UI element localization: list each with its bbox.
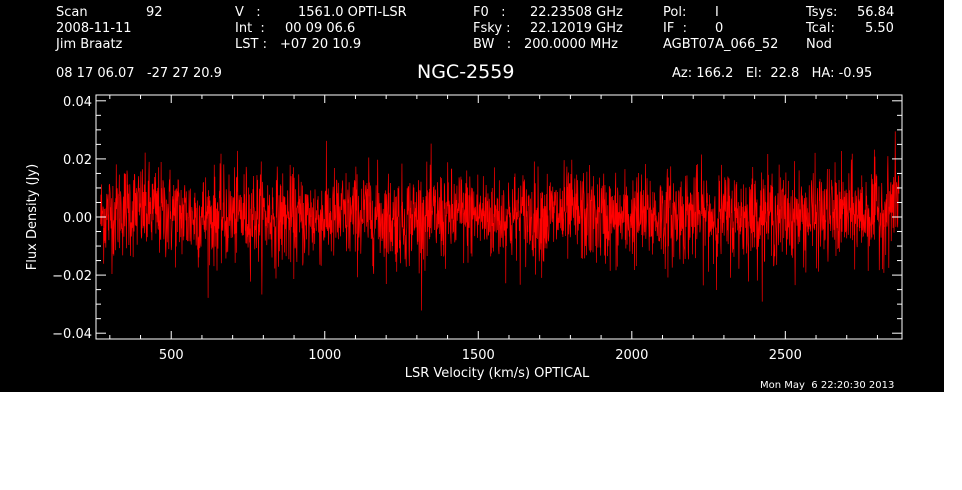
tcal-label: Tcal: [806,21,835,36]
int-label: Int : [235,21,265,36]
x-axis: 500 1000 1500 2000 2500 [109,95,878,363]
velocity-value: 1561.0 OPTI-LSR [298,5,407,20]
scan-label: Scan [56,5,88,20]
obs-mode: Nod [806,37,832,52]
az-el-ha: Az: 166.2 El: 22.8 HA: -0.95 [672,66,873,81]
timestamp: Mon May 6 22:20:30 2013 [760,380,895,391]
spectrum-trace-layer [100,131,900,311]
x-axis-label: LSR Velocity (km/s) OPTICAL [405,366,590,381]
pol-value: I [715,5,719,20]
x-tick-label: 2500 [769,348,802,363]
tsys-value: 56.84 [857,5,895,20]
spectrum-chart: 500 1000 1500 2000 2500 −0.04 −0.02 0.00 0.02 0.… [25,94,903,381]
x-tick-label: 1000 [308,348,341,363]
if-value: 0 [715,21,724,36]
tsys-label: Tsys: [806,5,838,20]
spectrum-trace [100,131,900,311]
observer-name: Jim Braatz [56,37,123,52]
y-tick-label: −0.04 [52,327,92,342]
x-tick-label: 500 [159,348,184,363]
project-id: AGBT07A_066_52 [663,37,779,52]
y-tick-label: 0.00 [63,211,92,226]
y-tick-label: −0.02 [52,269,92,284]
bw-value: 200.0000 MHz [524,37,618,52]
x-tick-label: 2000 [615,348,648,363]
source-coords: 08 17 06.07 -27 27 20.9 [56,66,222,81]
plot-panel: Scan 92 2008-11-11 Jim Braatz V : 1561.0… [0,0,944,392]
fsky-value: 22.12019 GHz [530,21,623,36]
pol-label: Pol: [663,5,687,20]
scan-value: 92 [146,5,163,20]
tcal-value: 5.50 [865,21,894,36]
int-value: 00 09 06.6 [285,21,356,36]
lst-label: LST : [235,37,267,52]
x-tick-label: 1500 [462,348,495,363]
f0-label: F0 : [473,5,506,20]
y-axis-label: Flux Density (Jy) [25,164,40,270]
y-tick-label: 0.02 [63,153,92,168]
y-axis: −0.04 −0.02 0.00 0.02 0.04 [52,95,902,342]
if-label: IF : [663,21,687,36]
velocity-label: V : [235,5,261,20]
lst-value: +07 20 10.9 [280,37,362,52]
source-title: NGC-2559 [417,61,515,83]
fsky-label: Fsky : [473,21,511,36]
f0-value: 22.23508 GHz [530,5,623,20]
obs-date: 2008-11-11 [56,21,132,36]
bw-label: BW : [473,37,512,52]
y-tick-label: 0.04 [63,95,92,110]
